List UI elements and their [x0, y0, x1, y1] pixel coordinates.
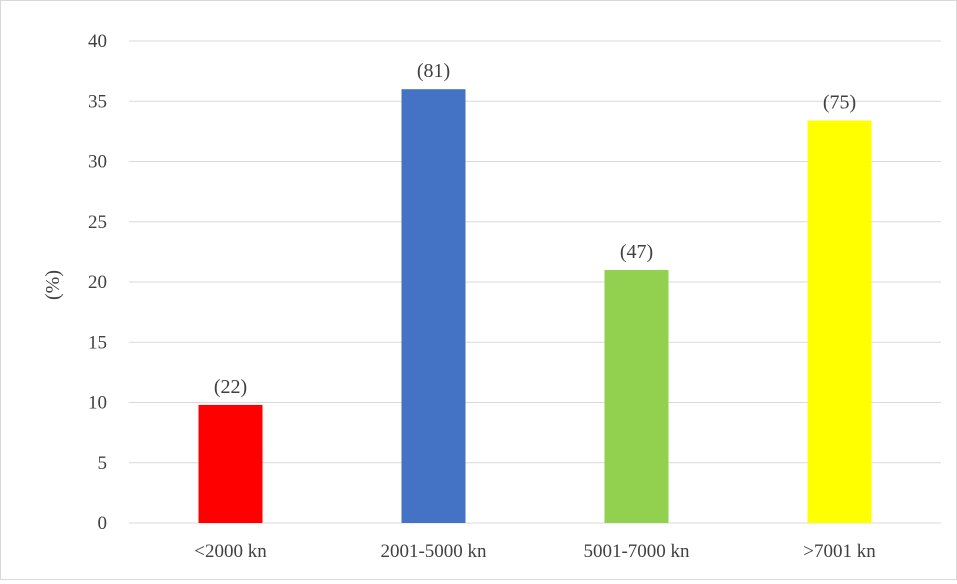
bar [401, 89, 466, 523]
data-label: (47) [620, 241, 653, 263]
bars [198, 89, 872, 523]
bar [604, 269, 669, 523]
y-axis-ticks: 0 5 10 15 20 25 30 35 40 [88, 31, 107, 534]
x-category-label: 2001-5000 kn [380, 541, 487, 562]
y-tick-label: 20 [88, 272, 107, 293]
y-tick-label: 40 [88, 31, 107, 52]
data-label: (22) [214, 376, 247, 398]
x-category-label: >7001 kn [803, 541, 876, 562]
x-axis-categories: <2000 kn 2001-5000 kn 5001-7000 kn >7001 kn [194, 541, 876, 562]
y-tick-label: 0 [98, 513, 108, 534]
bar [807, 120, 872, 523]
y-tick-label: 10 [88, 393, 107, 414]
data-label: (75) [823, 92, 856, 114]
y-axis-title: (%) [42, 270, 64, 300]
x-category-label: 5001-7000 kn [583, 541, 690, 562]
data-label: (81) [417, 60, 450, 82]
y-tick-label: 25 [88, 212, 107, 233]
gridlines [129, 40, 941, 524]
y-tick-label: 35 [88, 91, 107, 112]
y-tick-label: 5 [98, 453, 108, 474]
data-labels: (22) (81) (47) (75) [214, 60, 856, 398]
bar [198, 404, 263, 523]
y-tick-label: 15 [88, 332, 107, 353]
x-category-label: <2000 kn [194, 541, 267, 562]
y-tick-label: 30 [88, 152, 107, 173]
